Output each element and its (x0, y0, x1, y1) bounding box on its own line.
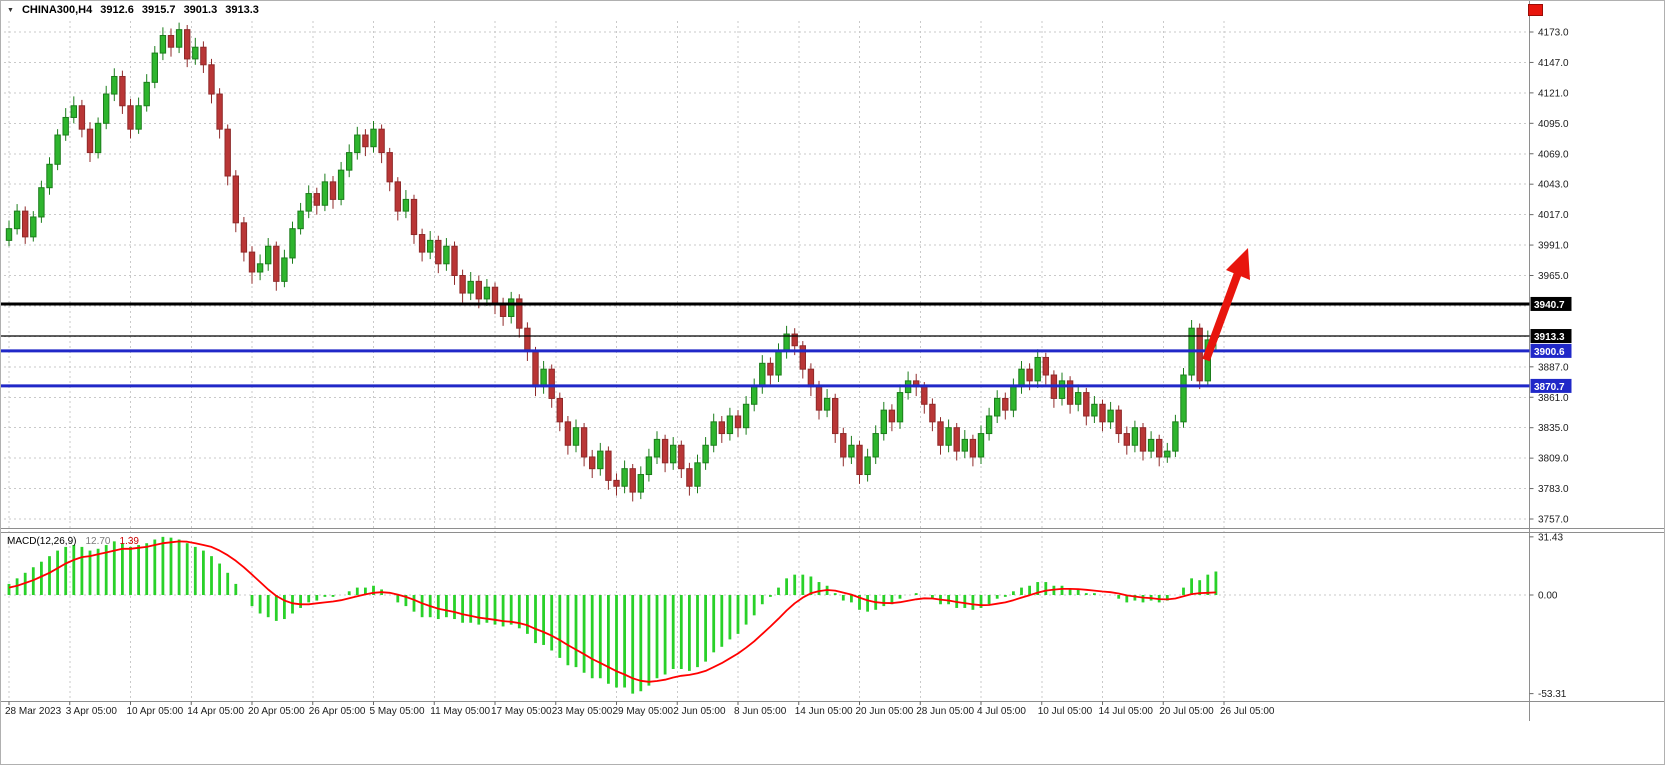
macd-tick-label: 31.43 (1538, 532, 1563, 543)
price-badge-label: 3940.7 (1534, 300, 1565, 311)
panel-separators (1, 1, 1664, 721)
date-tick-label: 26 Jul 05:00 (1220, 706, 1275, 717)
date-tick-label: 3 Apr 05:00 (66, 706, 118, 717)
candles-series (5, 22, 1220, 502)
price-tick-label: 3757.0 (1538, 515, 1569, 526)
time-axis: 28 Mar 2023 3 Apr 05:00 10 Apr 05:00 14 Apr… (5, 701, 1275, 717)
date-tick-label: 26 Apr 05:00 (309, 706, 366, 717)
date-tick-label: 4 Jul 05:00 (977, 706, 1026, 717)
symbol-period-label: CHINA300,H4 (21, 4, 93, 16)
date-tick-label: 2 Jun 05:00 (673, 706, 726, 717)
macd-axis: 31.43 0.00 -53.31 (1529, 532, 1567, 700)
price-tick-label: 3991.0 (1538, 241, 1569, 252)
price-tick-label: 3861.0 (1538, 393, 1569, 404)
date-tick-label: 14 Jul 05:00 (1099, 706, 1154, 717)
date-tick-label: 28 Mar 2023 (5, 706, 62, 717)
date-tick-label: 20 Jun 05:00 (856, 706, 914, 717)
date-tick-label: 8 Jun 05:00 (734, 706, 787, 717)
macd-signal-line (8, 540, 1216, 683)
ohlc-high-value: 3915.7 (141, 4, 176, 16)
date-tick-label: 10 Jul 05:00 (1038, 706, 1093, 717)
price-badge (1530, 296, 1572, 311)
date-tick-label: 17 May 05:00 (491, 706, 552, 717)
price-badge-label: 3900.6 (1534, 347, 1565, 358)
price-tick-label: 4043.0 (1538, 180, 1569, 191)
date-tick-label: 28 Jun 05:00 (916, 706, 974, 717)
red-square-button[interactable] (1528, 4, 1543, 16)
price-tick-label: 3783.0 (1538, 484, 1569, 495)
price-badges: 3940.7 3913.3 3900.6 3870.7 (1530, 296, 1572, 393)
macd-tick-label: 0.00 (1538, 591, 1558, 602)
macd-main-value: 12.70 (85, 536, 111, 547)
date-tick-label: 20 Jul 05:00 (1159, 706, 1214, 717)
grid (4, 21, 1528, 700)
price-badge-label: 3870.7 (1534, 382, 1565, 393)
price-tick-label: 3965.0 (1538, 271, 1569, 282)
price-tick-label: 4121.0 (1538, 88, 1569, 99)
macd-tick-label: -53.31 (1538, 689, 1567, 700)
ohlc-close-value: 3913.3 (225, 4, 259, 16)
ohlc-low-value: 3901.3 (183, 4, 218, 16)
price-badge-label: 3913.3 (1534, 332, 1565, 343)
date-tick-label: 5 May 05:00 (370, 706, 425, 717)
price-badge (1530, 378, 1572, 393)
symbol-ohlc-header: ▼ CHINA300,H4 3912.6 3915.7 3901.3 3913.… (7, 4, 259, 16)
price-badge (1530, 343, 1572, 358)
date-tick-label: 23 May 05:00 (552, 706, 613, 717)
date-tick-label: 11 May 05:00 (430, 706, 490, 717)
price-axis: 4173.0 4147.0 4121.0 4095.0 4069.0 4043.0 4017… (1529, 28, 1569, 526)
price-tick-label: 4147.0 (1538, 58, 1569, 69)
price-tick-label: 3809.0 (1538, 454, 1569, 465)
macd-indicator-label: MACD(12,26,9) 12.70 1.39 (7, 536, 139, 547)
price-tick-label: 3887.0 (1538, 362, 1569, 373)
ohlc-open-value: 3912.6 (100, 4, 134, 16)
macd-name-label: MACD(12,26,9) (7, 536, 77, 547)
price-tick-label: 4069.0 (1538, 149, 1569, 160)
date-tick-label: 29 May 05:00 (613, 706, 674, 717)
level-lines[interactable] (1, 302, 1530, 388)
date-tick-label: 10 Apr 05:00 (127, 706, 184, 717)
price-tick-label: 3835.0 (1538, 423, 1569, 434)
date-tick-label: 20 Apr 05:00 (248, 706, 305, 717)
price-tick-label: 4017.0 (1538, 210, 1569, 221)
date-tick-label: 14 Apr 05:00 (187, 706, 244, 717)
price-tick-label: 4173.0 (1538, 28, 1569, 39)
chevron-down-icon[interactable]: ▼ (7, 6, 14, 14)
macd-signal-value: 1.39 (119, 536, 139, 547)
price-tick-label: 4095.0 (1538, 119, 1569, 130)
date-tick-label: 14 Jun 05:00 (795, 706, 853, 717)
trend-arrow-annotation[interactable] (1202, 248, 1250, 362)
price-badge (1530, 329, 1572, 344)
